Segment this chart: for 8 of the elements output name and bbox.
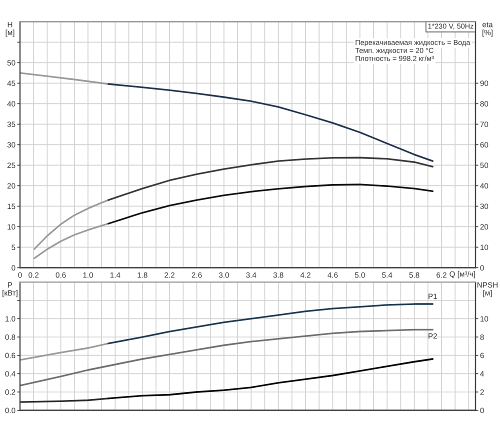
line-series	[108, 184, 434, 224]
line-series	[20, 72, 110, 85]
line-series	[20, 342, 110, 361]
line-series	[108, 358, 434, 400]
line-series	[108, 83, 434, 162]
line-series	[33, 199, 110, 250]
line-series	[33, 222, 110, 260]
line-series	[108, 156, 434, 201]
